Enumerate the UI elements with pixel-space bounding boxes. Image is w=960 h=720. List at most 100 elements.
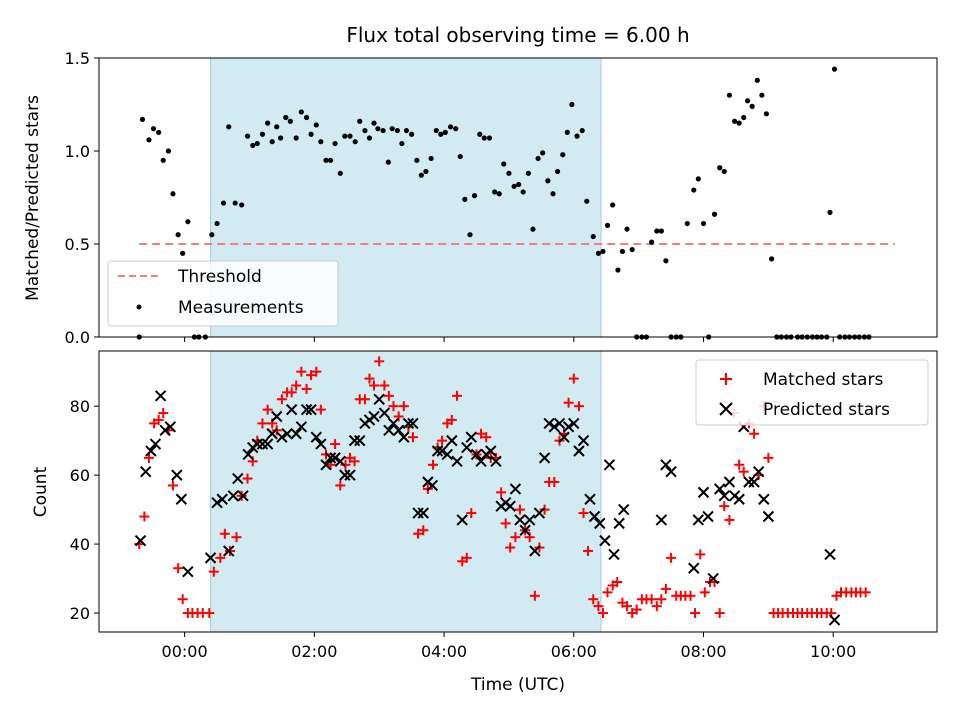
measurement-point (569, 101, 575, 108)
measurement-point (462, 196, 468, 202)
measurement-point (150, 126, 157, 132)
predicted-point (290, 428, 302, 440)
matched-point (690, 608, 701, 619)
bottom-legend: Matched stars Predicted stars (695, 359, 929, 426)
matched-point (418, 525, 429, 536)
matched-point (398, 401, 409, 412)
matched-point (262, 404, 273, 415)
predicted-point (584, 493, 596, 505)
predicted-point (529, 545, 541, 557)
measurement-point (481, 135, 487, 141)
predicted-point (697, 486, 710, 499)
matched-point (208, 566, 219, 577)
predicted-point (171, 469, 183, 481)
predicted-point (139, 465, 152, 478)
predicted-point (426, 479, 439, 492)
measurement-point (711, 211, 718, 217)
predicted-point (261, 438, 274, 450)
predicted-point (665, 465, 677, 478)
measurement-point (414, 157, 420, 163)
matched-point (763, 452, 774, 463)
matched-point (685, 590, 696, 601)
predicted-point (613, 517, 625, 530)
predicted-point (154, 390, 167, 402)
measurement-point (165, 148, 172, 154)
predicted-point (412, 507, 424, 519)
measurement-point (496, 191, 502, 197)
predicted-point (216, 493, 228, 505)
measurement-point (486, 135, 493, 141)
measurement-point (629, 246, 635, 253)
measurement-point (160, 157, 166, 163)
measurement-point (265, 120, 271, 126)
matched-point (204, 608, 215, 619)
matched-point (446, 414, 457, 425)
matched-point (242, 473, 253, 484)
matched-point (296, 366, 307, 377)
matched-point (549, 477, 560, 488)
predicted-point (723, 476, 736, 488)
measurement-point (736, 120, 742, 126)
predicted-point (281, 428, 293, 440)
predicted-point (824, 548, 836, 561)
matched-point (651, 601, 662, 612)
matched-point (349, 456, 360, 467)
predicted-point (315, 438, 327, 450)
matched-point (301, 383, 312, 394)
matched-point (257, 418, 268, 429)
measurement-point (399, 140, 405, 147)
measurement-point (175, 232, 181, 238)
predicted-point (159, 424, 171, 437)
matched-point (656, 594, 667, 605)
predicted-point (504, 500, 516, 512)
measurement-point (506, 170, 512, 176)
predicted-legend-swatch (719, 402, 733, 416)
predicted-point (344, 469, 356, 481)
predicted-point (271, 410, 283, 423)
matched-point (359, 394, 370, 405)
predicted-point (461, 441, 473, 454)
predicted-point (182, 565, 194, 578)
measurement-point (447, 124, 454, 130)
predicted-point (339, 469, 351, 481)
measurement-point (389, 126, 395, 132)
predicted-point (164, 421, 177, 433)
matched-point (437, 435, 448, 446)
measurement-point (337, 170, 343, 176)
matched-point (452, 390, 463, 401)
measurement-point (511, 183, 517, 189)
measurement-point (525, 170, 531, 176)
predicted-point (227, 490, 239, 502)
matched-point (666, 552, 677, 563)
measurement-point (564, 129, 570, 135)
measurement-point (759, 92, 765, 98)
predicted-point (145, 445, 157, 457)
measurement-point (232, 200, 238, 206)
predicted-point (451, 455, 463, 468)
measurement-point (394, 127, 400, 134)
matched-point (583, 545, 594, 556)
measurement-point (180, 250, 186, 256)
bottom-panel-frame (98, 350, 938, 633)
matched-point (646, 594, 657, 605)
measurement-point (214, 220, 220, 227)
predicted-point (733, 493, 745, 505)
matched-legend-label: Matched stars (763, 370, 883, 390)
predicted-point (475, 455, 487, 468)
predicted-point (276, 431, 288, 443)
predicted-point (295, 421, 308, 433)
matched-point (231, 532, 242, 543)
measurement-point (278, 135, 284, 141)
top-y-tick-label: 1.5 (65, 49, 90, 68)
matched-point (139, 511, 150, 522)
predicted-point (251, 438, 263, 450)
matched-point (496, 487, 507, 498)
matched-point (286, 387, 297, 398)
predicted-point (692, 514, 705, 526)
measurement-point (540, 150, 546, 156)
measurement-point (624, 226, 630, 232)
predicted-point (758, 493, 770, 505)
matched-point (612, 577, 623, 588)
matched-point (330, 439, 341, 450)
measurement-point (313, 122, 319, 128)
